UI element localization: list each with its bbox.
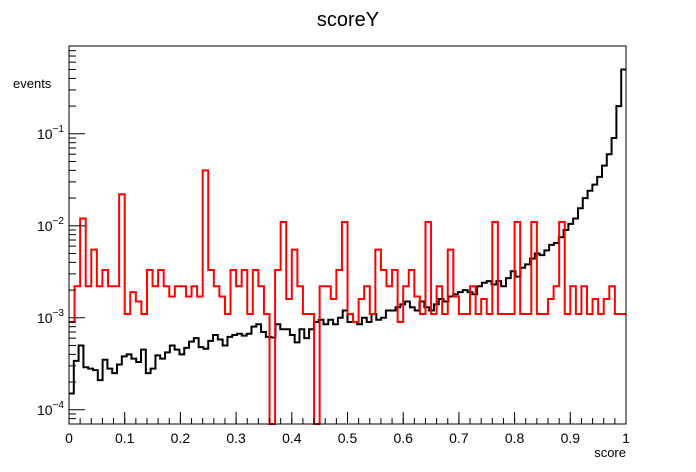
x-axis: 0 0.1 0.2 0.3 0.4 0.5 0.6 0.7 0.8 0.9 1 — [65, 412, 630, 446]
x-tick-label: 1 — [622, 430, 630, 446]
y-tick-label: 10−1 — [37, 124, 64, 142]
y-axis: 10−4 10−3 10−2 10−1 — [37, 45, 85, 425]
x-tick-label: 0.5 — [338, 430, 358, 446]
x-axis-title: score — [594, 445, 626, 460]
x-tick-label: 0.7 — [449, 430, 469, 446]
series-2-line — [69, 169, 626, 425]
x-tick-label: 0.2 — [171, 430, 191, 446]
series-layer — [69, 68, 626, 425]
x-tick-label: 0.8 — [505, 430, 525, 446]
x-tick-label: 0.6 — [393, 430, 413, 446]
x-tick-label: 0.1 — [115, 430, 135, 446]
y-tick-label: 10−2 — [37, 216, 64, 234]
x-tick-label: 0.9 — [561, 430, 581, 446]
y-tick-label: 10−3 — [37, 308, 64, 326]
chart-title: scoreY — [317, 9, 379, 31]
x-tick-label: 0 — [65, 430, 73, 446]
x-tick-label: 0.4 — [282, 430, 302, 446]
y-tick-label: 10−4 — [37, 400, 64, 418]
x-tick-label: 0.3 — [226, 430, 246, 446]
y-axis-title: events — [13, 76, 52, 91]
